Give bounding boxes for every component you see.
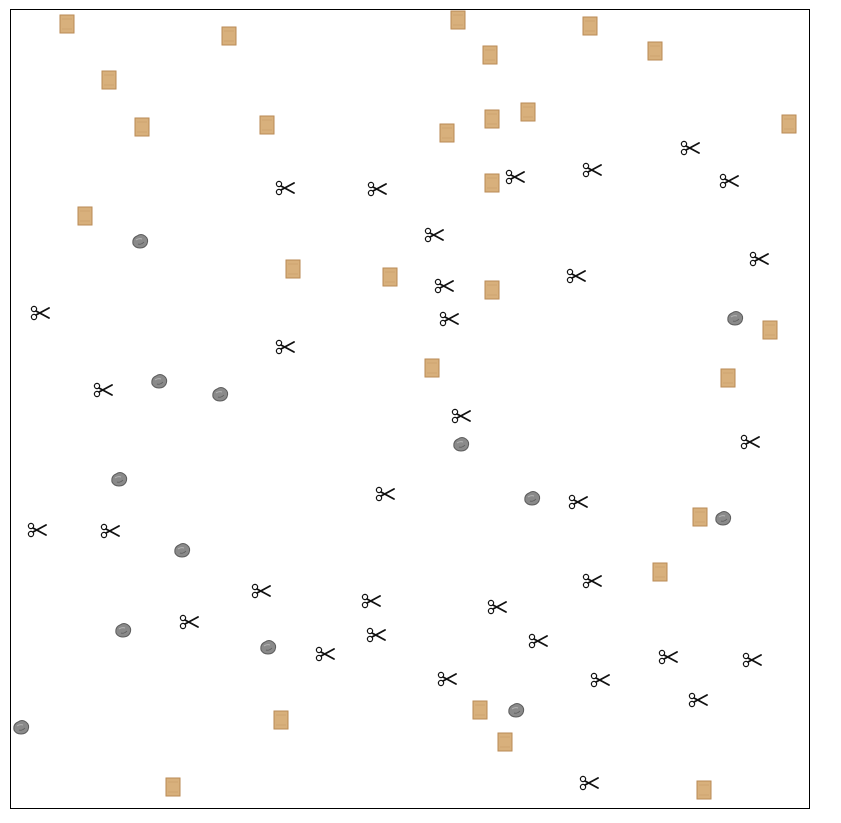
game-arena bbox=[10, 9, 810, 809]
